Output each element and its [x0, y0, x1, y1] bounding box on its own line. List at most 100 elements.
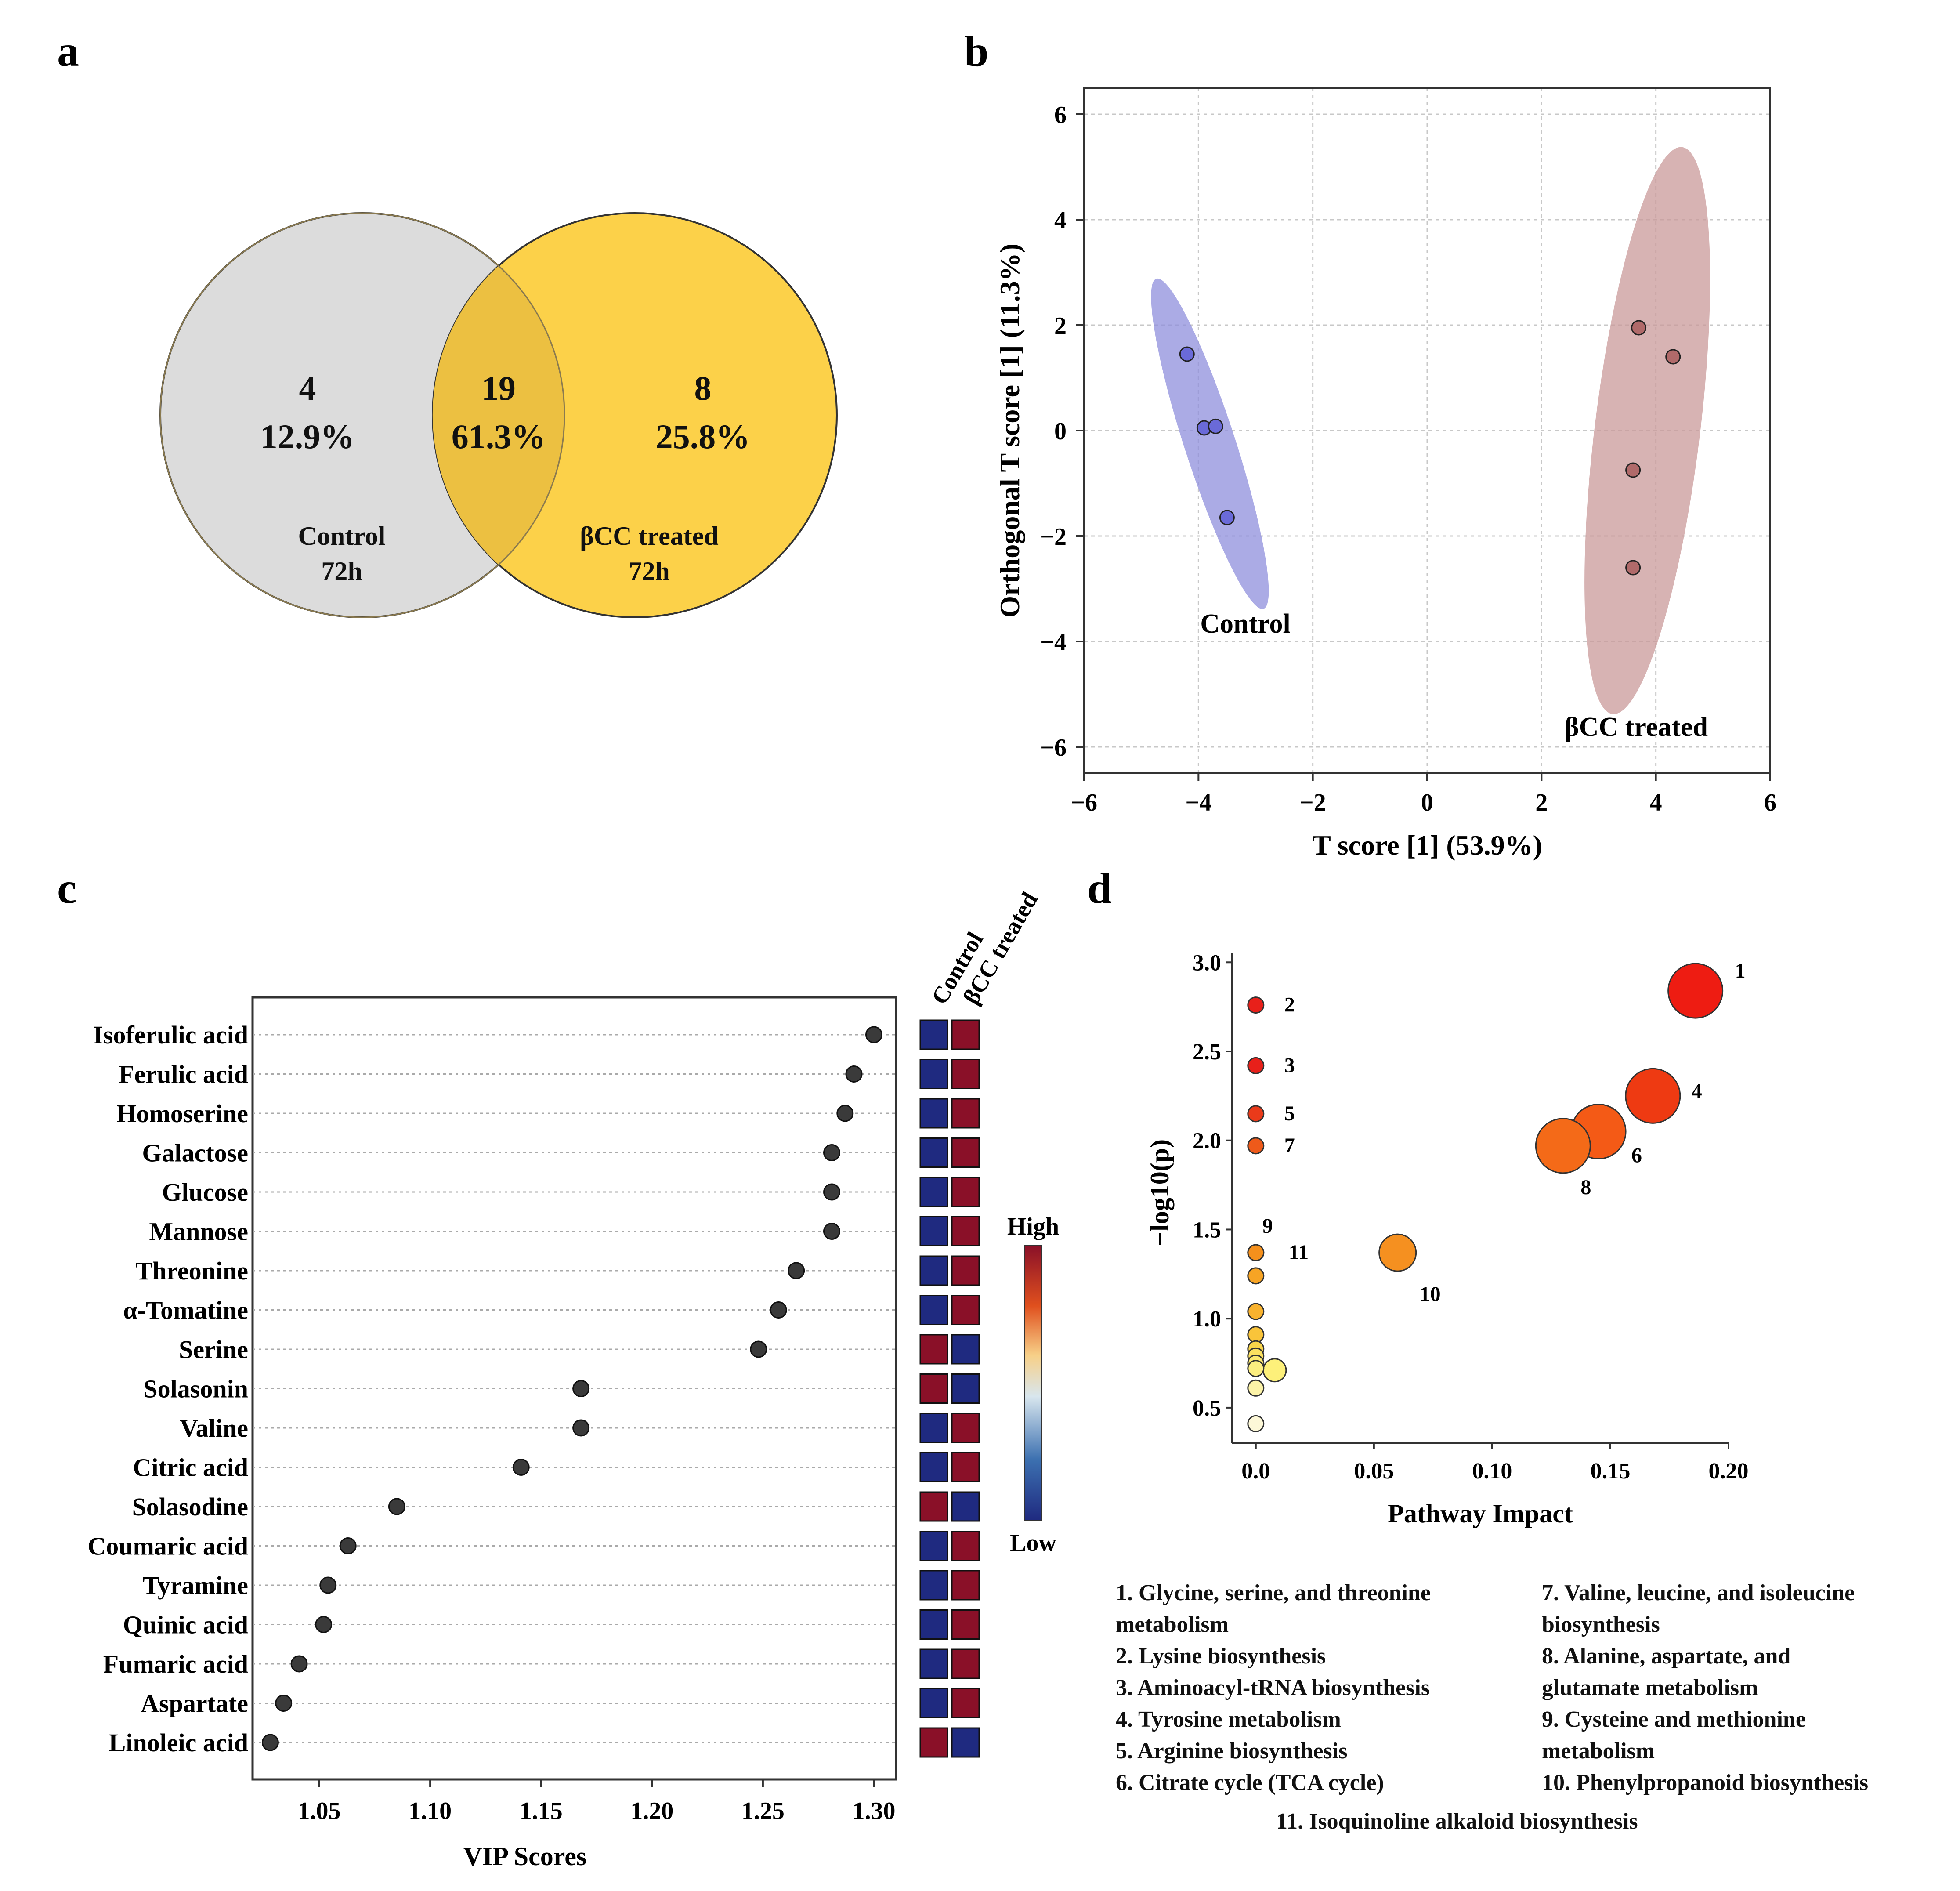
- y-axis-title: Orthogonal T score [1] (11.3%): [994, 243, 1025, 618]
- x-tick-label: 0.05: [1354, 1459, 1394, 1484]
- venn-left-label: Control: [298, 522, 386, 551]
- metabolite-label: Glucose: [162, 1178, 248, 1206]
- legend-line: 8. Alanine, aspartate, and: [1542, 1644, 1791, 1669]
- metabolite-label: Linoleic acid: [109, 1728, 248, 1757]
- control-confidence-ellipse: [1151, 278, 1269, 609]
- pathway-point-label: 2: [1284, 993, 1295, 1017]
- heatmap-cell-control: [919, 1413, 948, 1443]
- heatmap-cell-treated: [951, 1137, 980, 1168]
- heatmap-cell-control: [919, 1137, 948, 1168]
- panel-label-d: d: [1087, 864, 1112, 913]
- heatmap-cell-treated: [951, 1216, 980, 1246]
- vip-point: [572, 1380, 590, 1397]
- heatmap-cell-treated: [951, 1531, 980, 1561]
- pathway-point-label: 6: [1631, 1144, 1642, 1167]
- pathway-point-label: 11: [1289, 1241, 1309, 1264]
- heatmap-cell-control: [919, 1727, 948, 1758]
- pathway-point: [1247, 996, 1265, 1014]
- heatmap-cell-treated: [951, 1688, 980, 1718]
- y-tick-label: 2.5: [1193, 1040, 1221, 1065]
- x-tick-label: 1.20: [630, 1797, 673, 1825]
- heatmap-cell-treated: [951, 1019, 980, 1050]
- metabolite-label: Tyramine: [142, 1571, 248, 1600]
- pathway-point-label: 8: [1580, 1176, 1591, 1199]
- y-tick-label: 2: [1054, 312, 1067, 340]
- metabolite-label: Galactose: [142, 1139, 248, 1167]
- x-tick-label: −6: [1071, 789, 1097, 816]
- venn-right-time: 72h: [629, 557, 669, 586]
- pathway-point-label: 5: [1284, 1102, 1295, 1125]
- color-scale-bar: [1024, 1245, 1042, 1521]
- vip-point: [845, 1065, 863, 1083]
- legend-line: 2. Lysine biosynthesis: [1116, 1644, 1326, 1669]
- y-tick-label: 1.0: [1193, 1307, 1221, 1332]
- venn-left-count: 4: [299, 369, 316, 407]
- heatmap-cell-treated: [951, 1452, 980, 1482]
- metabolite-label: Serine: [179, 1335, 248, 1364]
- pathway-point-label: 3: [1284, 1054, 1295, 1077]
- x-axis-title: Pathway Impact: [1388, 1499, 1573, 1528]
- y-tick-label: 0: [1054, 418, 1067, 445]
- heatmap-cell-treated: [951, 1570, 980, 1601]
- vip-point: [865, 1026, 882, 1043]
- legend-line: 4. Tyrosine metabolism: [1116, 1707, 1341, 1732]
- heatmap-cell-treated: [951, 1177, 980, 1207]
- vip-point: [770, 1301, 787, 1319]
- pathway-point-label: 4: [1692, 1080, 1702, 1103]
- pathway-point: [1247, 1379, 1265, 1397]
- heatmap-cell-treated: [951, 1727, 980, 1758]
- vip-point: [572, 1419, 590, 1437]
- y-tick-label: −2: [1040, 523, 1067, 551]
- heatmap-cell-control: [919, 1531, 948, 1561]
- venn-right-count: 8: [694, 369, 712, 407]
- x-tick-label: 0: [1421, 789, 1433, 816]
- pathway-point-label: 9: [1262, 1214, 1273, 1238]
- pathway-point: [1247, 1137, 1265, 1155]
- pathway-point: [1378, 1233, 1417, 1272]
- x-tick-label: 0.15: [1590, 1459, 1630, 1484]
- legend-line: 6. Citrate cycle (TCA cycle): [1116, 1770, 1384, 1795]
- panel-label-c: c: [57, 864, 76, 913]
- pathway-legend-last: 11. Isoquinoline alkaloid biosynthesis: [1276, 1806, 1638, 1837]
- heatmap-cell-treated: [951, 1609, 980, 1640]
- pathway-point-label: 10: [1420, 1282, 1441, 1306]
- y-tick-label: 1.5: [1193, 1217, 1221, 1243]
- heatmap-cell-control: [919, 1216, 948, 1246]
- legend-line: 9. Cysteine and methionine: [1542, 1707, 1806, 1732]
- pathway-point: [1247, 1360, 1265, 1377]
- pathway-point: [1262, 1358, 1287, 1383]
- legend-line: 5. Arginine biosynthesis: [1116, 1739, 1348, 1764]
- panel-label-a: a: [57, 27, 79, 76]
- pathway-plot: 0.5 1.0 1.5 2.0 2.5 3.0 0.0 0.05 0.10 0.15 0.20 Pat…: [1145, 950, 1749, 1528]
- x-axis-title: VIP Scores: [463, 1842, 587, 1871]
- pathway-point: [1247, 1057, 1265, 1074]
- heatmap-cell-treated: [951, 1059, 980, 1089]
- heatmap-cell-control: [919, 1059, 948, 1089]
- vip-point: [750, 1340, 767, 1358]
- vip-point: [261, 1734, 279, 1751]
- x-tick-label: 0.10: [1472, 1459, 1512, 1484]
- y-axis-title: −log10(p): [1145, 1139, 1174, 1246]
- control-sample-point: [1208, 418, 1223, 434]
- venn-diagram: 4 12.9% 19 61.3% 8 25.8% Control 72h βCC…: [159, 212, 838, 618]
- heatmap-cell-treated: [951, 1413, 980, 1443]
- panel-label-b: b: [964, 27, 989, 76]
- metabolite-label: Quinic acid: [123, 1611, 248, 1639]
- metabolite-label: Coumaric acid: [87, 1532, 248, 1561]
- color-scale-low-label: Low: [1010, 1529, 1056, 1557]
- venn-left-time: 72h: [321, 557, 362, 586]
- venn-right-pct: 25.8%: [656, 417, 750, 456]
- heatmap-cell-treated: [951, 1491, 980, 1522]
- treated-sample-point: [1625, 560, 1641, 576]
- vip-point: [823, 1144, 840, 1161]
- vip-point: [823, 1183, 840, 1201]
- y-tick-label: 0.5: [1193, 1396, 1221, 1421]
- heatmap-cell-control: [919, 1491, 948, 1522]
- venn-left-pct: 12.9%: [260, 417, 355, 456]
- heatmap-cell-control: [919, 1570, 948, 1601]
- heatmap-cell-treated: [951, 1295, 980, 1325]
- metabolite-label: Citric acid: [133, 1453, 248, 1482]
- pathway-legend-right: 7. Valine, leucine, and isoleucine biosy…: [1542, 1577, 1868, 1799]
- legend-line: metabolism: [1542, 1739, 1655, 1764]
